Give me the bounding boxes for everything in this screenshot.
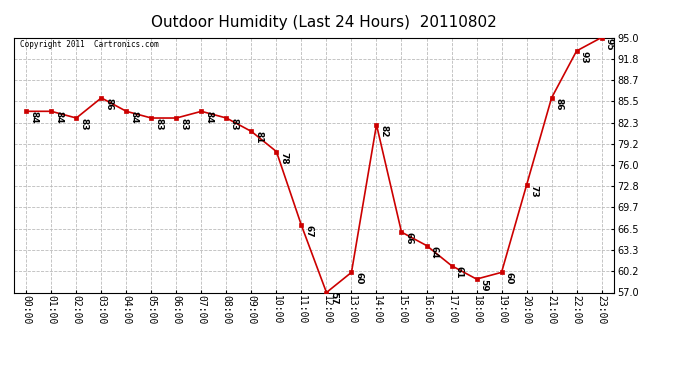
Text: 83: 83 xyxy=(179,118,188,130)
Text: Outdoor Humidity (Last 24 Hours)  20110802: Outdoor Humidity (Last 24 Hours) 2011080… xyxy=(151,15,497,30)
Text: 59: 59 xyxy=(480,279,489,292)
Text: 83: 83 xyxy=(154,118,163,130)
Text: 95: 95 xyxy=(604,38,613,50)
Text: 60: 60 xyxy=(354,272,363,285)
Text: 66: 66 xyxy=(404,232,413,244)
Text: 60: 60 xyxy=(504,272,513,285)
Text: 83: 83 xyxy=(79,118,88,130)
Text: 57: 57 xyxy=(329,292,338,305)
Text: 84: 84 xyxy=(129,111,138,124)
Text: 93: 93 xyxy=(580,51,589,63)
Text: 61: 61 xyxy=(454,266,463,278)
Text: 73: 73 xyxy=(529,185,538,198)
Text: 83: 83 xyxy=(229,118,238,130)
Text: 78: 78 xyxy=(279,152,288,164)
Text: 82: 82 xyxy=(380,125,388,137)
Text: 81: 81 xyxy=(254,132,263,144)
Text: 84: 84 xyxy=(204,111,213,124)
Text: 84: 84 xyxy=(54,111,63,124)
Text: 64: 64 xyxy=(429,246,438,258)
Text: Copyright 2011  Cartronics.com: Copyright 2011 Cartronics.com xyxy=(20,40,159,49)
Text: 86: 86 xyxy=(104,98,113,110)
Text: 86: 86 xyxy=(554,98,563,110)
Text: 84: 84 xyxy=(29,111,38,124)
Text: 67: 67 xyxy=(304,225,313,238)
